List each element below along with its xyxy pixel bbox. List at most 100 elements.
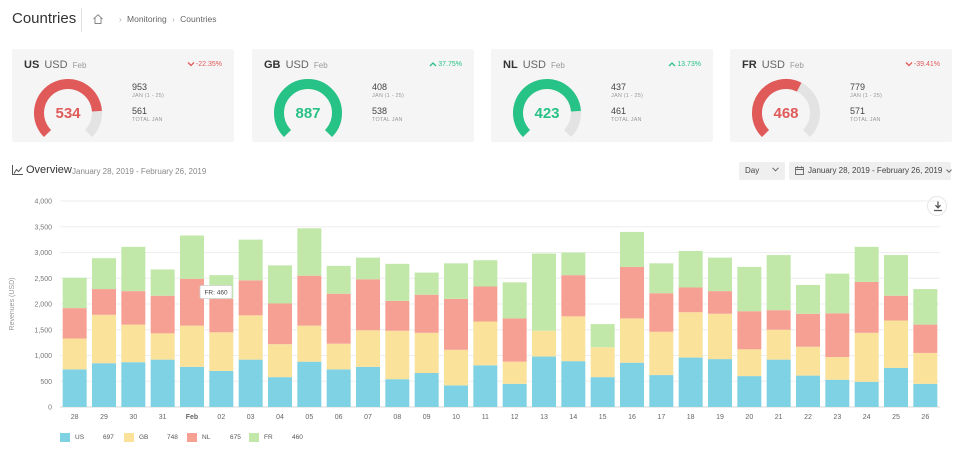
bar-segment-fr	[356, 257, 380, 280]
gauge-meter	[34, 79, 102, 138]
legend-swatch	[124, 433, 134, 442]
bar-segment-us	[238, 359, 263, 407]
breadcrumb-separator: ›	[119, 15, 122, 24]
x-tick-label: 17	[657, 414, 665, 421]
x-tick-label: 06	[335, 414, 343, 421]
bar-segment-gb	[150, 333, 175, 360]
legend-name: FR	[264, 434, 273, 441]
overview-date-range: January 28, 2019 - February 26, 2019	[72, 167, 207, 176]
gauge-fill	[752, 79, 802, 138]
date-range-picker[interactable]: January 28, 2019 - February 26, 2019	[789, 162, 952, 180]
y-tick-label: 1,000	[34, 353, 52, 360]
card-header: NL USD Feb	[503, 59, 565, 71]
change-percent: -22.35%	[195, 61, 222, 68]
bar-segment-fr	[238, 239, 263, 281]
x-tick-label: 10	[452, 414, 460, 421]
arrow-down-icon	[187, 62, 195, 67]
stat-value: 538	[372, 106, 388, 116]
gauge-value: 534	[55, 105, 81, 122]
gauge-meter	[513, 79, 581, 138]
legend-name: GB	[139, 434, 149, 441]
currency-label: USD	[44, 59, 68, 71]
bar-segment-nl	[473, 286, 498, 322]
bar-segment-us	[92, 363, 116, 407]
bar-segment-gb	[268, 344, 292, 378]
stat-value: 461	[611, 106, 627, 116]
gauge-fill	[34, 79, 102, 138]
legend-value: 460	[292, 434, 303, 441]
change-badge: 13.73%	[668, 61, 701, 68]
gauge-value: 468	[773, 105, 799, 122]
change-badge: 37.75%	[429, 61, 462, 68]
bar-segment-fr	[678, 250, 703, 288]
arrow-up-icon	[668, 62, 676, 67]
x-tick-label: 04	[276, 414, 284, 421]
bar-segment-gb	[649, 331, 674, 376]
card-header: US USD Feb	[24, 59, 86, 71]
bar-segment-nl	[62, 308, 87, 339]
x-tick-label: 24	[863, 414, 871, 421]
bar-segment-fr	[532, 253, 556, 331]
stat-total-jan: 571 TOTAL JAN	[850, 106, 881, 123]
y-tick-label: 3,500	[34, 224, 52, 231]
bar-segment-gb	[737, 349, 762, 377]
gauge-meter	[752, 79, 820, 138]
bar-segment-nl	[884, 295, 908, 321]
home-icon[interactable]	[92, 13, 104, 25]
bar-segment-fr	[62, 277, 87, 309]
bar-segment-gb	[62, 338, 87, 370]
bar-segment-gb	[92, 314, 116, 364]
bar-segment-us	[180, 366, 204, 407]
x-tick-label: 13	[540, 414, 548, 421]
currency-label: USD	[285, 59, 309, 71]
breadcrumb-monitoring[interactable]: Monitoring	[127, 14, 167, 24]
bar-segment-nl	[297, 275, 322, 326]
country-code: FR	[742, 59, 757, 71]
breadcrumb-separator: ›	[172, 15, 175, 24]
bar-segment-nl	[326, 293, 351, 344]
gauge-value: 887	[295, 105, 321, 122]
month-label: Feb	[313, 61, 328, 70]
date-range-value: January 28, 2019 - February 26, 2019	[808, 166, 943, 175]
interval-select[interactable]: Day	[739, 162, 785, 180]
country-card-us: US USD Feb -22.35% 534 953 JAN (1 - 25) …	[12, 49, 234, 142]
bar-segment-fr	[297, 228, 322, 276]
bar-segment-gb	[180, 325, 204, 367]
bar-segment-nl	[209, 298, 234, 333]
y-tick-label: 500	[40, 379, 52, 386]
x-tick-label: 09	[423, 414, 431, 421]
bar-segment-us	[532, 356, 556, 407]
bar-segment-nl	[854, 281, 879, 333]
bar-segment-us	[766, 359, 791, 407]
bar-segment-gb	[766, 329, 791, 360]
stat-label: TOTAL JAN	[372, 117, 403, 123]
bar-segment-gb	[473, 321, 498, 366]
change-badge: -22.35%	[187, 61, 222, 68]
bar-segment-us	[62, 369, 87, 407]
bar-segment-fr	[649, 263, 674, 294]
x-tick-label: 21	[775, 414, 783, 421]
country-card-gb: GB USD Feb 37.75% 887 408 JAN (1 - 25) 5…	[252, 49, 474, 142]
bar-segment-nl	[678, 287, 703, 313]
bar-segment-nl	[414, 294, 439, 333]
bar-segment-fr	[854, 246, 879, 282]
change-percent: 13.73%	[677, 61, 701, 68]
gauge-fill	[513, 79, 581, 138]
bar-segment-fr	[825, 273, 850, 314]
x-tick-label: 20	[745, 414, 753, 421]
chevron-down-icon	[945, 169, 952, 173]
stat-value: 779	[850, 82, 866, 92]
bar-segment-us	[209, 370, 234, 407]
bar-segment-us	[796, 375, 820, 407]
bar-segment-gb	[209, 332, 234, 371]
gauge-meter	[274, 79, 342, 138]
legend-swatch	[249, 433, 259, 442]
bar-segment-us	[884, 367, 908, 407]
stat-label: JAN (1 - 25)	[611, 93, 644, 99]
download-icon	[934, 201, 942, 212]
bar-segment-gb	[297, 325, 322, 362]
bar-segment-fr	[708, 257, 732, 292]
bar-segment-us	[356, 366, 380, 407]
bar-segment-us	[854, 381, 879, 407]
bar-segment-fr	[414, 272, 439, 295]
